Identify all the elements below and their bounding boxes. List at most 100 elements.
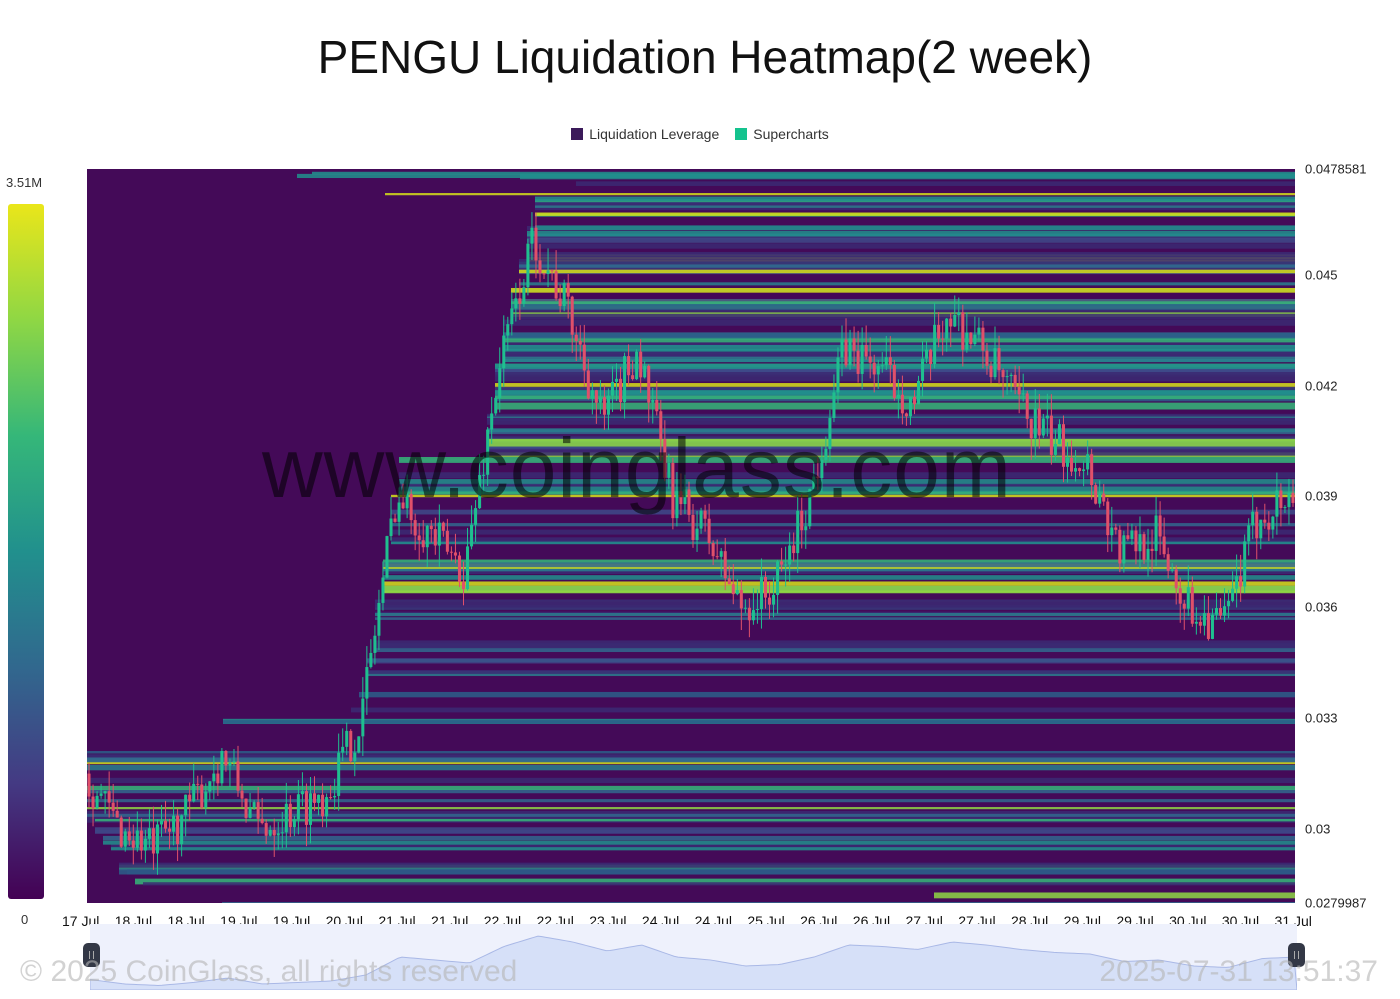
candle-body — [1098, 493, 1102, 504]
candle-body — [780, 561, 784, 565]
candle-body — [268, 829, 272, 836]
candle-body — [87, 773, 91, 797]
liquidation-band — [87, 751, 1295, 754]
candle-body — [824, 448, 828, 460]
candle-body — [413, 520, 417, 536]
candle-body — [417, 535, 421, 541]
candle-body — [921, 358, 925, 381]
candle-body — [474, 508, 478, 525]
liquidation-band — [87, 757, 1295, 762]
liquidation-band — [95, 818, 1295, 822]
candle-body — [1138, 534, 1142, 552]
liquidation-band — [87, 807, 1295, 810]
candle-body — [631, 375, 635, 380]
candle-body — [768, 597, 772, 605]
candle-body — [719, 551, 723, 557]
candle-body — [586, 370, 590, 399]
legend-item-supercharts[interactable]: Supercharts — [735, 126, 829, 142]
liquidation-band — [95, 827, 1295, 834]
liquidation-band — [383, 575, 1295, 580]
liquidation-band — [399, 456, 1295, 463]
candle-body — [892, 364, 896, 398]
liquidation-band — [135, 878, 1295, 885]
candle-body — [1202, 613, 1206, 626]
candle-body — [772, 594, 776, 605]
heatmap-plot[interactable] — [87, 169, 1295, 903]
time-navigator[interactable] — [89, 924, 1298, 991]
candle-body — [1243, 541, 1247, 587]
candle-body — [1255, 511, 1259, 539]
y-tick-label: 0.0279987 — [1305, 895, 1367, 911]
candle-body — [192, 783, 196, 802]
candle-body — [687, 489, 691, 515]
candle-body — [776, 561, 780, 595]
legend-swatch — [571, 128, 584, 140]
liquidation-band — [111, 845, 1295, 849]
candle-body — [538, 260, 542, 274]
candle-body — [272, 829, 276, 836]
candle-body — [393, 518, 397, 522]
candle-body — [852, 338, 856, 351]
candle-body — [558, 298, 562, 307]
liquidation-band — [511, 287, 1295, 293]
timestamp: 2025-07-31 13:51:37 — [1099, 955, 1378, 988]
liquidation-band — [503, 348, 1295, 354]
candle-body — [292, 819, 296, 828]
navigator-left-handle[interactable] — [83, 943, 100, 967]
candle-body — [808, 488, 812, 527]
candle-body — [1275, 490, 1279, 517]
candle-body — [997, 348, 1001, 371]
candle-body — [985, 350, 989, 366]
grip-icon — [89, 951, 90, 959]
liquidation-band — [87, 754, 1295, 759]
liquidation-band — [143, 882, 1295, 886]
candle-body — [1231, 588, 1235, 601]
candle-body — [868, 356, 872, 363]
candle-body — [1118, 529, 1122, 564]
liquidation-band — [375, 613, 1295, 617]
candle-body — [941, 338, 945, 340]
candle-body — [510, 308, 514, 325]
liquidation-band — [487, 428, 1295, 433]
grip-icon — [1298, 951, 1299, 959]
candle-body — [397, 502, 401, 522]
candle-body — [236, 761, 240, 791]
candle-body — [248, 807, 252, 818]
liquidation-band — [399, 486, 1295, 492]
candle-body — [977, 327, 981, 335]
candle-body — [317, 794, 321, 803]
candle-body — [135, 830, 139, 848]
liquidation-band — [383, 585, 1295, 593]
legend-item-liquidation-leverage[interactable]: Liquidation Leverage — [571, 126, 719, 142]
candle-body — [139, 830, 143, 851]
candle-body — [554, 271, 558, 299]
candle-body — [828, 418, 832, 449]
liquidation-band — [503, 319, 1295, 326]
liquidation-band — [383, 559, 1295, 565]
candle-body — [1214, 608, 1218, 615]
liquidation-band — [535, 196, 1295, 202]
candle-body — [329, 797, 333, 799]
liquidation-band — [503, 333, 1295, 339]
navigator-right-handle[interactable] — [1288, 943, 1305, 967]
candle-body — [449, 551, 453, 553]
legend: Liquidation Leverage Supercharts — [0, 126, 1400, 142]
candle-body — [925, 349, 929, 359]
candle-body — [1001, 370, 1005, 378]
y-tick-label: 0.033 — [1305, 710, 1338, 726]
candle-body — [1106, 501, 1110, 536]
candle-body — [1017, 386, 1021, 395]
candle-body — [953, 315, 957, 327]
candle-body — [751, 610, 755, 621]
liquidation-band — [367, 670, 1295, 674]
candle-body — [526, 243, 530, 288]
candle-body — [574, 334, 578, 341]
candle-body — [260, 818, 264, 824]
candle-body — [1166, 554, 1170, 571]
candle-body — [240, 790, 244, 799]
liquidation-band — [519, 259, 1295, 266]
liquidation-band — [87, 785, 1295, 790]
candle-body — [888, 357, 892, 365]
color-scale-bar[interactable] — [8, 204, 44, 899]
liquidation-band — [223, 720, 1295, 724]
